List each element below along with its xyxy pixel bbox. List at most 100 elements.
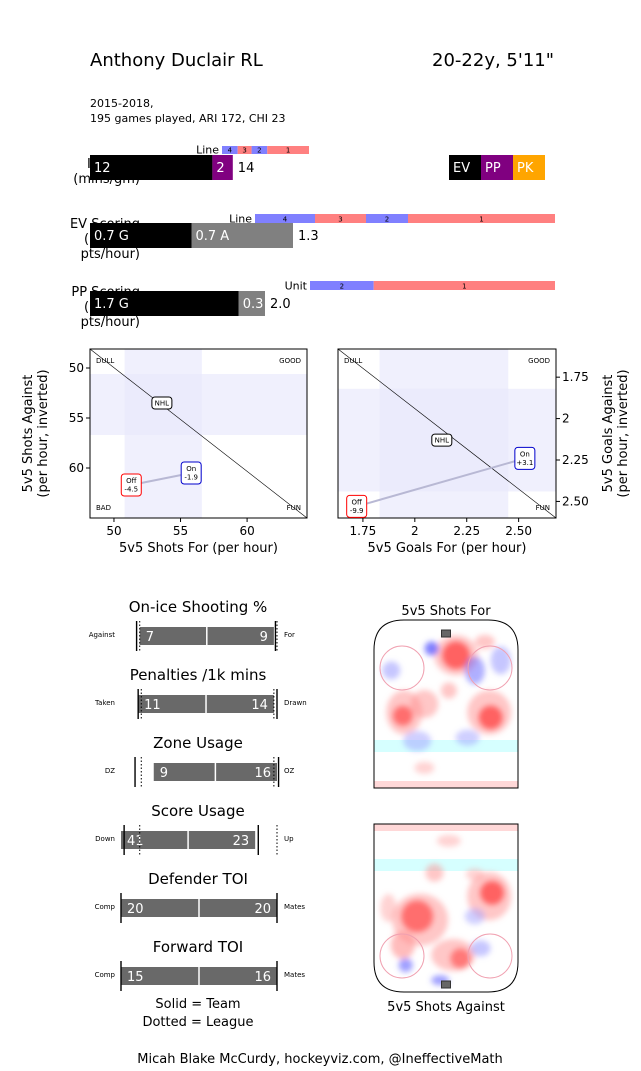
blue-line-band bbox=[374, 859, 518, 871]
heat-blob bbox=[382, 661, 401, 680]
line-share-segment bbox=[237, 146, 252, 154]
line-share-label: 3 bbox=[338, 216, 342, 224]
rink-outline bbox=[373, 823, 519, 993]
small-bar-left-label: Comp bbox=[95, 903, 116, 911]
line-share-title: Line bbox=[229, 213, 252, 226]
line-share-segment bbox=[315, 214, 366, 223]
x-axis-label: 5v5 Shots For (per hour) bbox=[119, 541, 278, 556]
point-off bbox=[120, 473, 142, 497]
point-nhl bbox=[431, 433, 453, 447]
heat-blob bbox=[403, 730, 432, 751]
small-bar-right-label: Mates bbox=[284, 971, 305, 979]
line-share-segment bbox=[267, 146, 309, 154]
small-bar-right-label: Mates bbox=[284, 903, 305, 911]
line-share-segment bbox=[222, 146, 238, 154]
line-share-segment bbox=[408, 214, 555, 223]
small-bar-left-label: Down bbox=[95, 835, 115, 843]
corner-br: FUN bbox=[287, 504, 301, 512]
small-bar-title: On-ice Shooting % bbox=[129, 598, 268, 616]
heat-blobs bbox=[380, 834, 512, 986]
bar-segment-label: 12 bbox=[94, 161, 111, 176]
goal-net bbox=[441, 629, 451, 638]
line-share-label: 1 bbox=[479, 216, 483, 224]
comparison-bars: On-ice Shooting % Against For 7 9 Penalties /… bbox=[89, 598, 307, 991]
small-bar-left-label: Taken bbox=[94, 699, 115, 707]
y-axis-label: 5v5 Goals Against(per hour, inverted) bbox=[601, 369, 631, 497]
small-bar-title: Defender TOI bbox=[148, 870, 248, 888]
line-share-label: 2 bbox=[340, 283, 344, 291]
y-tick-label: 1.75 bbox=[562, 370, 589, 384]
heat-blobs bbox=[382, 634, 512, 774]
shade-band-y bbox=[90, 374, 307, 435]
legend-ev bbox=[449, 155, 481, 180]
small-bar-left-value: 41 bbox=[127, 834, 144, 849]
heat-blob bbox=[467, 872, 512, 921]
y-tick-label: 2 bbox=[562, 412, 570, 426]
diagonal-line bbox=[89, 348, 308, 519]
x-axis-label: 5v5 Goals For (per hour) bbox=[368, 541, 527, 556]
line-share-segment bbox=[310, 281, 374, 290]
bar-segment-label: 0.7 A bbox=[196, 229, 230, 244]
heat-blob bbox=[436, 834, 461, 847]
small-bar-title: Penalties /1k mins bbox=[130, 666, 267, 684]
point-nhl bbox=[151, 396, 173, 410]
heat-blob bbox=[465, 868, 484, 881]
x-tick-label: 2.25 bbox=[453, 524, 480, 538]
point-on bbox=[514, 446, 536, 470]
red-line-band bbox=[374, 781, 518, 788]
diagonal-line bbox=[337, 348, 557, 519]
small-bar-left-value: 15 bbox=[127, 970, 144, 985]
point-label-off: Off -4.5 bbox=[124, 477, 138, 494]
small-bar-left-value: 20 bbox=[127, 902, 144, 917]
bar-segment-icetime-pp bbox=[212, 155, 233, 180]
y-tick-label: 2.25 bbox=[562, 453, 589, 467]
footer-dotted: Dotted = League bbox=[142, 1015, 253, 1030]
bar-total-label: 14 bbox=[238, 161, 255, 176]
bar-segment-label: 0.3 bbox=[243, 297, 264, 312]
small-bar-right-label: For bbox=[284, 631, 295, 639]
small-bar-right-value: 16 bbox=[254, 766, 271, 781]
blue-line-band bbox=[374, 740, 518, 752]
point-label-off: Off -9.9 bbox=[350, 498, 364, 515]
legend-pk bbox=[513, 155, 545, 180]
rink-title: 5v5 Shots Against bbox=[387, 1000, 505, 1015]
heat-blob bbox=[490, 646, 511, 675]
line-share-segment bbox=[251, 146, 268, 154]
red-line-band bbox=[374, 824, 518, 831]
legend-pp bbox=[481, 155, 513, 180]
x-tick-label: 2.50 bbox=[505, 524, 532, 538]
heat-blob bbox=[425, 863, 444, 882]
small-bar-left-label: Against bbox=[89, 631, 116, 639]
line-share-label: 3 bbox=[242, 147, 246, 155]
small-bar-left-value: 9 bbox=[160, 766, 168, 781]
bar-total-label: 2.0 bbox=[270, 297, 291, 312]
line-share-label: 4 bbox=[283, 216, 288, 224]
y-tick-label: 50 bbox=[69, 361, 84, 375]
bar-segment-pp_scoring-a bbox=[238, 291, 265, 316]
faceoff-circle bbox=[379, 933, 425, 979]
rink-inner bbox=[374, 629, 518, 788]
rink-outline bbox=[373, 619, 519, 789]
off-on-connector bbox=[356, 457, 526, 508]
point-label-on: On -1.9 bbox=[184, 465, 198, 482]
line-share-label: 2 bbox=[385, 216, 389, 224]
y-tick-label: 55 bbox=[69, 411, 84, 425]
small-bar-title: Forward TOI bbox=[153, 938, 243, 956]
bar-segment-icetime-ev bbox=[90, 155, 213, 180]
line-share-segment bbox=[255, 214, 315, 223]
point-on bbox=[180, 461, 202, 485]
bar-segment-label: 1.7 G bbox=[94, 297, 129, 312]
rink-heatmaps: 5v5 Shots For 5v5 Shots Against bbox=[373, 604, 519, 1015]
small-bar-title: Zone Usage bbox=[153, 734, 243, 752]
heat-blob bbox=[431, 939, 476, 972]
point-off bbox=[346, 494, 368, 518]
footer-solid: Solid = Team bbox=[155, 997, 240, 1012]
small-bar-right-label: Up bbox=[284, 835, 294, 843]
small-bar-right-value: 23 bbox=[233, 834, 250, 849]
small-bar-left-value: 7 bbox=[146, 630, 154, 645]
plot-frame bbox=[337, 348, 557, 519]
corner-tr: GOOD bbox=[528, 357, 550, 365]
corner-bl: BAD bbox=[96, 504, 111, 512]
